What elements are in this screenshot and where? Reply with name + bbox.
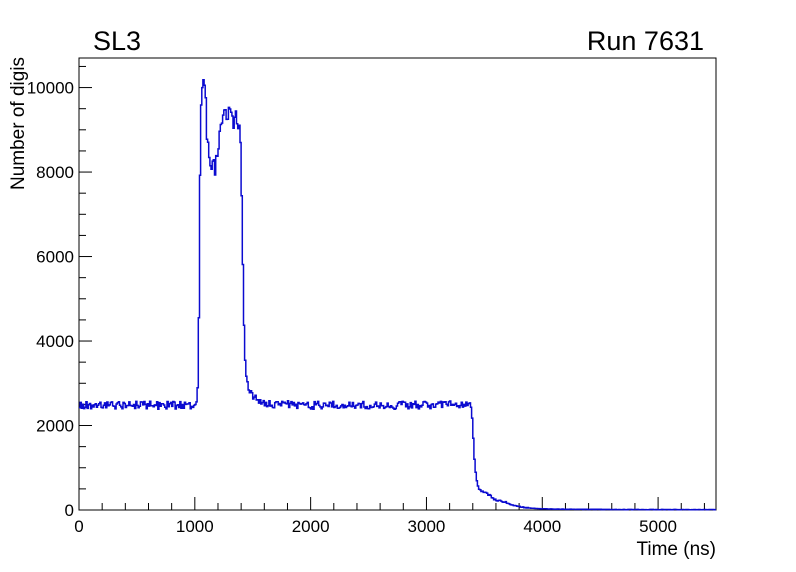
tick-label: 4000 bbox=[36, 332, 74, 351]
plot-frame bbox=[78, 57, 717, 511]
chart-title-right: Run 7631 bbox=[587, 26, 704, 56]
axis-tick-labels: 0 1000 2000 3000 4000 5000 0 2000 4000 6000 8000 10… bbox=[27, 79, 677, 536]
tick-label: 2000 bbox=[36, 417, 74, 436]
tick-label: 5000 bbox=[639, 517, 677, 536]
tick-label: 8000 bbox=[36, 163, 74, 182]
tick-label: 2000 bbox=[292, 517, 330, 536]
tick-label: 4000 bbox=[523, 517, 561, 536]
histogram-line bbox=[79, 79, 716, 511]
tick-label: 3000 bbox=[408, 517, 446, 536]
tick-label: 0 bbox=[65, 501, 74, 520]
y-axis-title: Number of digis bbox=[8, 57, 29, 190]
tick-label: 6000 bbox=[36, 248, 74, 267]
tick-label: 10000 bbox=[27, 79, 74, 98]
chart-title-left: SL3 bbox=[93, 26, 141, 56]
axis-ticks bbox=[78, 65, 705, 511]
x-axis-title: Time (ns) bbox=[636, 539, 716, 560]
tick-label: 0 bbox=[74, 517, 83, 536]
tick-label: 1000 bbox=[176, 517, 214, 536]
